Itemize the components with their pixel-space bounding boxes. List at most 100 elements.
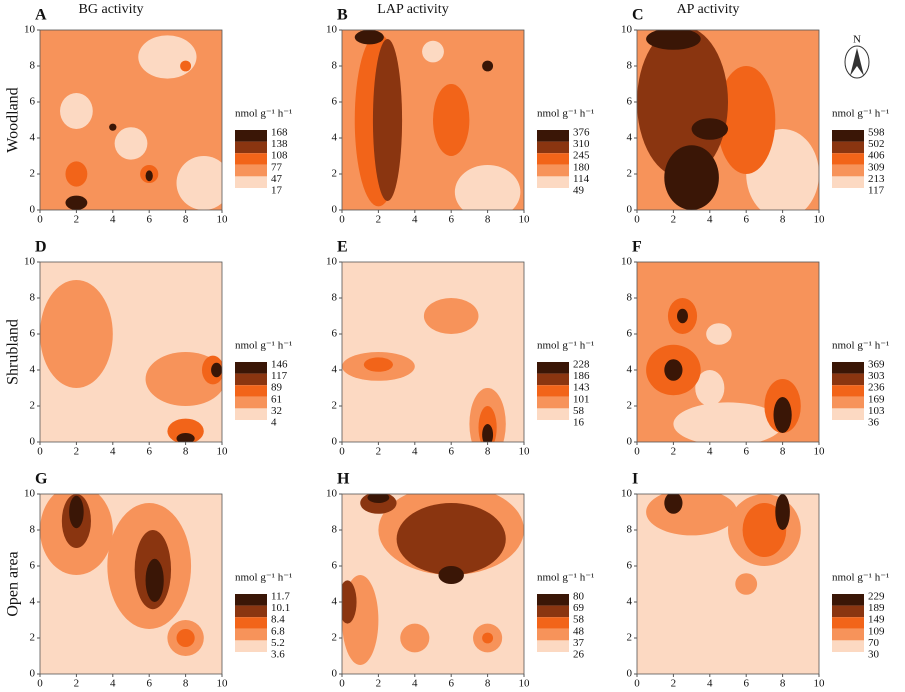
y-tick-label: 6 <box>332 560 338 572</box>
contour-region <box>65 161 88 187</box>
plot-frame <box>39 29 223 211</box>
x-tick-label: 8 <box>183 446 189 458</box>
y-tick-label: 10 <box>621 24 633 36</box>
x-tick-label: 4 <box>412 446 418 458</box>
x-tick-label: 10 <box>217 214 229 226</box>
y-tick-label: 4 <box>332 132 338 144</box>
contour-region <box>367 494 390 503</box>
x-tick-label: 10 <box>519 678 531 690</box>
x-tick-label: 4 <box>412 678 418 690</box>
legend-swatch <box>537 640 569 652</box>
contour-region <box>735 573 758 595</box>
x-tick-label: 4 <box>412 214 418 226</box>
legend-swatch <box>537 153 569 165</box>
row-label: Woodland <box>5 87 22 152</box>
contour-region <box>482 632 494 644</box>
legend-title: nmol g⁻¹ h⁻¹ <box>235 108 292 120</box>
legend-level: 228 <box>573 359 590 371</box>
legend-level: 6.8 <box>271 625 285 637</box>
legend-level: 149 <box>868 614 885 626</box>
legend-level: 30 <box>868 649 880 661</box>
legend-title: nmol g⁻¹ h⁻¹ <box>832 572 889 584</box>
panel-label: H <box>337 471 350 488</box>
legend-swatch <box>832 628 864 641</box>
legend-swatch <box>832 176 864 188</box>
x-tick-label: 10 <box>519 214 531 226</box>
legend-swatch <box>832 605 864 618</box>
x-tick-label: 0 <box>37 678 43 690</box>
legend-level: 169 <box>868 393 885 405</box>
legend-level: 49 <box>573 185 585 197</box>
legend-swatch <box>537 373 569 386</box>
y-tick-label: 8 <box>30 292 36 304</box>
x-tick-label: 8 <box>780 678 786 690</box>
legend-level: 80 <box>573 591 585 603</box>
x-tick-label: 6 <box>146 214 152 226</box>
x-tick-label: 2 <box>376 678 382 690</box>
y-tick-label: 6 <box>332 328 338 340</box>
legend-swatch <box>235 373 267 386</box>
y-tick-label: 0 <box>30 668 36 680</box>
contour-region <box>363 357 393 372</box>
y-tick-label: 2 <box>332 168 338 180</box>
panel-label: F <box>632 239 642 256</box>
legend-level: 168 <box>271 127 288 139</box>
panel-label: D <box>35 239 47 256</box>
contour-region <box>433 84 470 156</box>
y-tick-label: 10 <box>326 256 338 268</box>
y-tick-label: 4 <box>30 596 36 608</box>
legend-level: 108 <box>271 150 288 162</box>
legend-swatch <box>537 396 569 409</box>
x-tick-label: 10 <box>217 446 229 458</box>
x-tick-label: 0 <box>634 678 640 690</box>
plot-frame <box>341 29 525 211</box>
legend-swatch <box>537 605 569 618</box>
x-tick-label: 0 <box>634 214 640 226</box>
contour-region <box>706 323 732 345</box>
y-tick-label: 2 <box>627 168 633 180</box>
y-tick-label: 4 <box>30 364 36 376</box>
contour-region <box>664 145 719 210</box>
legend-swatch <box>832 408 864 420</box>
panel-label: B <box>337 7 348 24</box>
legend-level: 303 <box>868 370 885 382</box>
legend-swatch <box>832 640 864 652</box>
y-tick-label: 8 <box>30 60 36 72</box>
contour-region <box>695 370 725 406</box>
legend-level: 58 <box>573 405 585 417</box>
y-tick-label: 2 <box>332 400 338 412</box>
legend-level: 17 <box>271 185 283 197</box>
y-tick-label: 0 <box>332 204 338 216</box>
y-tick-label: 8 <box>332 292 338 304</box>
y-tick-label: 2 <box>627 632 633 644</box>
legend-swatch <box>832 373 864 386</box>
legend-swatch <box>537 176 569 188</box>
contour-region <box>109 123 117 131</box>
contour-region <box>646 30 701 50</box>
legend-swatch <box>235 164 267 177</box>
contour-region <box>664 494 683 514</box>
y-tick-label: 0 <box>332 668 338 680</box>
contour-region <box>145 558 164 603</box>
legend-swatch <box>235 176 267 188</box>
y-tick-label: 10 <box>24 256 36 268</box>
x-tick-label: 4 <box>110 446 116 458</box>
legend-swatch <box>537 594 569 606</box>
legend-title: nmol g⁻¹ h⁻¹ <box>235 572 292 584</box>
x-tick-label: 0 <box>339 446 345 458</box>
contour-region <box>354 30 384 45</box>
y-tick-label: 10 <box>621 256 633 268</box>
legend-swatch <box>832 362 864 374</box>
legend-level: 146 <box>271 359 288 371</box>
y-tick-label: 4 <box>627 132 633 144</box>
x-tick-label: 6 <box>743 446 749 458</box>
legend-swatch <box>832 594 864 606</box>
legend-level: 189 <box>868 602 885 614</box>
row-label: Shrubland <box>5 319 22 385</box>
